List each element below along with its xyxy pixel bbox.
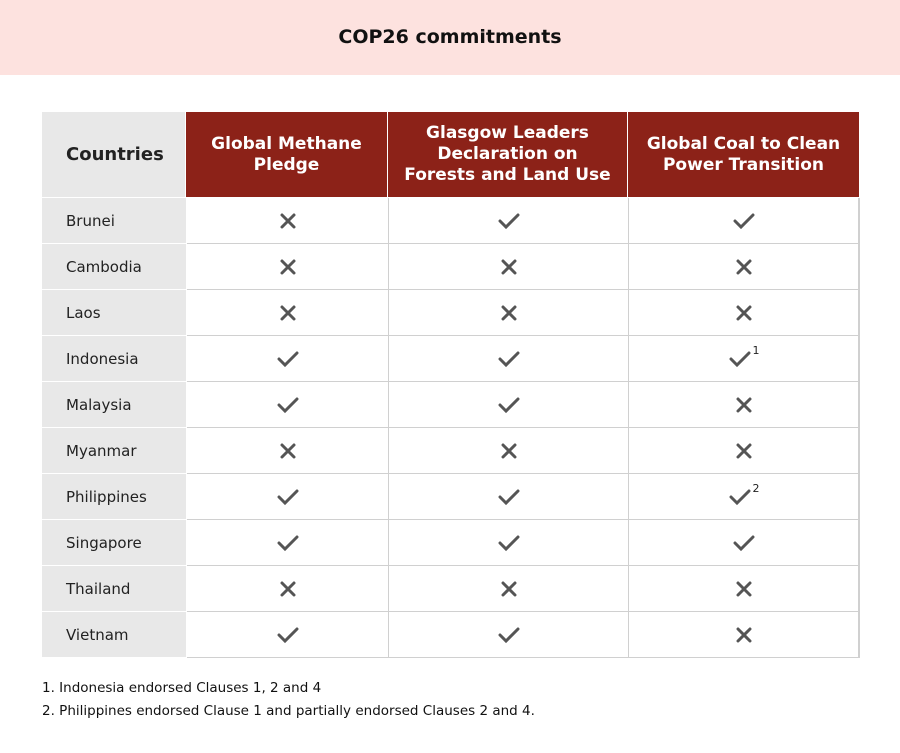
- country: Philippines: [42, 474, 187, 520]
- cell: [629, 520, 860, 566]
- cell: [629, 290, 860, 336]
- column-header: Global Coal to Clean Power Transition: [628, 112, 860, 198]
- cell: [187, 520, 389, 566]
- check-mark: [277, 627, 298, 643]
- cell: [389, 244, 629, 290]
- cell: 1: [629, 336, 860, 382]
- cross-mark: [736, 443, 752, 458]
- check-mark: [729, 351, 750, 367]
- country: Cambodia: [42, 244, 187, 290]
- cell: [389, 336, 629, 382]
- check-mark: [498, 489, 519, 505]
- footnote: 2. Philippines endorsed Clause 1 and par…: [42, 703, 535, 719]
- column-header: Countries: [42, 112, 186, 198]
- footnote: 1. Indonesia endorsed Clauses 1, 2 and 4: [42, 680, 322, 696]
- cell: [389, 566, 629, 612]
- cell: [389, 428, 629, 474]
- cell: [629, 612, 860, 658]
- cell: [629, 198, 860, 244]
- country: Thailand: [42, 566, 187, 612]
- check-mark: [729, 489, 750, 505]
- cell: [629, 566, 860, 612]
- table: Countries Global Methane Pledge Glasgow Le…: [42, 112, 860, 658]
- check-mark: [277, 535, 298, 551]
- cross-mark: [280, 259, 295, 274]
- cell: [389, 612, 629, 658]
- check-mark: [498, 351, 519, 367]
- check-mark: [498, 535, 519, 551]
- cross-mark: [501, 305, 516, 320]
- column-header: Glasgow Leaders Declaration on Forests a…: [388, 112, 628, 198]
- cell: [187, 428, 389, 474]
- cell: [389, 474, 629, 520]
- country: Myanmar: [42, 428, 187, 474]
- country: Singapore: [42, 520, 187, 566]
- cell: [389, 198, 629, 244]
- cell: [187, 198, 389, 244]
- cross-mark: [280, 213, 295, 228]
- cell: [187, 474, 389, 520]
- country: Laos: [42, 290, 187, 336]
- check-mark: [498, 627, 519, 643]
- column-header: Global Methane Pledge: [186, 112, 388, 198]
- cell: [187, 290, 389, 336]
- check-mark: [277, 489, 298, 505]
- cell: [187, 336, 389, 382]
- country: Malaysia: [42, 382, 187, 428]
- cross-mark: [501, 259, 516, 274]
- cell: 2: [629, 474, 860, 520]
- check-mark: [498, 397, 519, 413]
- note-ref: 1: [752, 344, 760, 357]
- cross-mark: [736, 581, 752, 596]
- check-mark: [733, 535, 755, 551]
- cross-mark: [280, 443, 295, 458]
- cross-mark: [736, 627, 752, 642]
- title: COP26 commitments: [338, 26, 562, 48]
- country: Indonesia: [42, 336, 187, 382]
- cross-mark: [501, 443, 516, 458]
- cell: [629, 428, 860, 474]
- cell: [389, 382, 629, 428]
- cross-mark: [280, 305, 295, 320]
- country: Vietnam: [42, 612, 187, 658]
- cross-mark: [736, 397, 752, 412]
- cross-mark: [736, 305, 752, 320]
- cell: [629, 382, 860, 428]
- check-mark: [277, 397, 298, 413]
- country: Brunei: [42, 198, 187, 244]
- note-ref: 2: [752, 482, 760, 495]
- check-mark: [733, 213, 755, 229]
- cell: [187, 382, 389, 428]
- check-mark: [498, 213, 519, 229]
- cross-mark: [736, 259, 752, 274]
- cross-mark: [501, 581, 516, 596]
- cross-mark: [280, 581, 295, 596]
- cell: [629, 244, 860, 290]
- cell: [187, 566, 389, 612]
- cell: [187, 244, 389, 290]
- cell: [389, 520, 629, 566]
- cell: [187, 612, 389, 658]
- banner: [0, 0, 900, 75]
- cell: [389, 290, 629, 336]
- check-mark: [277, 351, 298, 367]
